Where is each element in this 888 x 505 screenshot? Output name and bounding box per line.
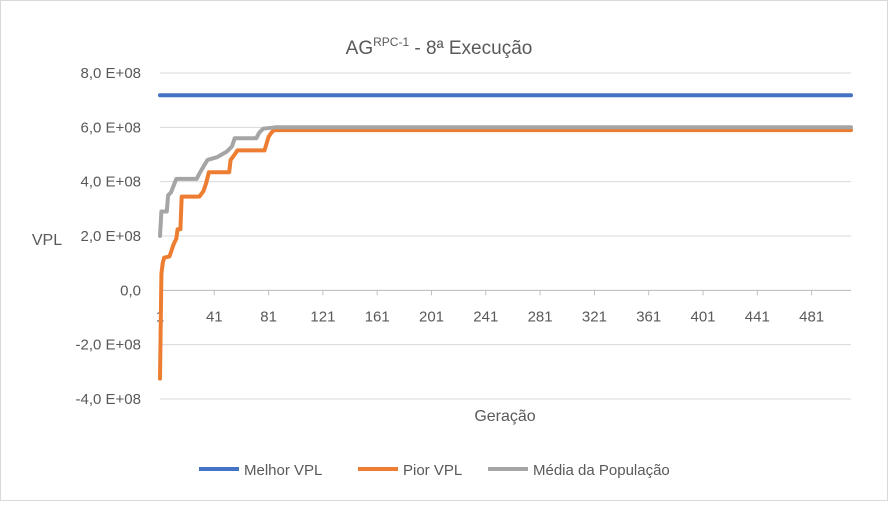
y-tick-label: 4,0 E+08 bbox=[81, 174, 141, 191]
x-axis-label: Geração bbox=[474, 408, 535, 425]
x-tick-label: 441 bbox=[745, 308, 770, 325]
x-tick-label: 481 bbox=[799, 308, 824, 325]
x-tick-label: 81 bbox=[260, 308, 277, 325]
x-tick-label: 281 bbox=[528, 308, 553, 325]
y-tick-label: -2,0 E+08 bbox=[76, 337, 141, 354]
legend-label: Pior VPL bbox=[403, 462, 462, 479]
x-tick-label: 401 bbox=[691, 308, 716, 325]
y-tick-label: 2,0 E+08 bbox=[81, 228, 141, 245]
chart-title-suffix: - 8ª Execução bbox=[409, 38, 532, 59]
gridlines bbox=[160, 72, 851, 400]
y-tick-label: 0,0 bbox=[120, 282, 141, 299]
x-tick-label: 121 bbox=[310, 308, 335, 325]
series-lines bbox=[158, 93, 853, 381]
x-tick-label: 41 bbox=[206, 308, 223, 325]
y-tick-label: 6,0 E+08 bbox=[81, 119, 141, 136]
legend: Melhor VPL Pior VPL Média da População bbox=[199, 462, 670, 479]
chart-title-main: AG bbox=[346, 38, 373, 59]
x-tick-label: 361 bbox=[636, 308, 661, 325]
legend-label: Melhor VPL bbox=[244, 462, 322, 479]
axes: 8,0 E+08 6,0 E+08 4,0 E+08 2,0 E+08 0,0 -2,0 … bbox=[76, 65, 851, 408]
x-tick-label: 321 bbox=[582, 308, 607, 325]
x-tick-label: 201 bbox=[419, 308, 444, 325]
x-tick-label: 161 bbox=[365, 308, 390, 325]
legend-label: Média da População bbox=[533, 462, 670, 479]
chart-title-superscript: RPC-1 bbox=[373, 35, 409, 49]
series-line-2 bbox=[158, 128, 853, 381]
x-tick-label: 241 bbox=[473, 308, 498, 325]
chart-title: AGRPC-1 - 8ª Execução bbox=[346, 35, 533, 59]
y-axis-label: VPL bbox=[32, 232, 62, 249]
y-tick-label: -4,0 E+08 bbox=[76, 391, 141, 408]
y-tick-label: 8,0 E+08 bbox=[81, 65, 141, 82]
series-line-3 bbox=[158, 125, 853, 238]
